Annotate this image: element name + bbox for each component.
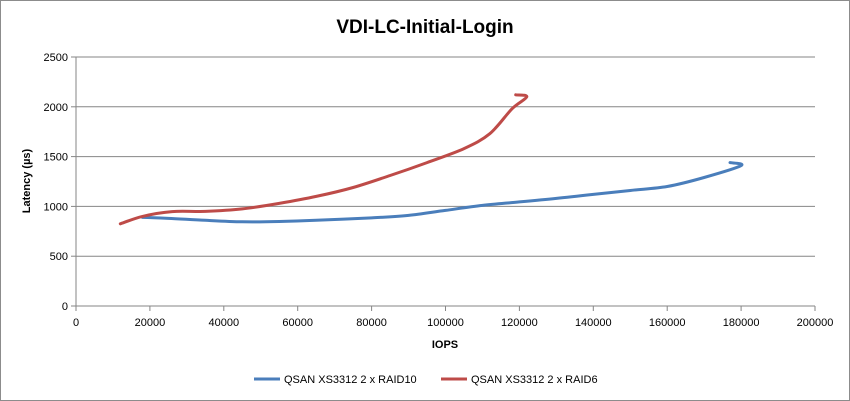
y-tick-label: 2000	[44, 102, 68, 114]
series-lines	[118, 93, 744, 226]
legend: QSAN XS3312 2 x RAID10 QSAN XS3312 2 x RA…	[254, 374, 598, 386]
y-axis-label: Latency (µs)	[21, 148, 33, 213]
legend-label-1: QSAN XS3312 2 x RAID10	[284, 374, 417, 386]
x-tick-label: 120000	[501, 317, 538, 329]
x-tick-label: 160000	[649, 317, 686, 329]
axes	[75, 57, 815, 307]
x-tick-label: 200000	[797, 317, 834, 329]
x-tick-label: 40000	[209, 317, 240, 329]
series-line-2	[118, 93, 529, 226]
x-tick-label: 60000	[282, 317, 313, 329]
series-line-1	[141, 161, 744, 224]
x-tick-label: 80000	[356, 317, 387, 329]
x-tick-label: 100000	[427, 317, 464, 329]
x-tick-label: 140000	[575, 317, 612, 329]
x-axis-label: IOPS	[432, 339, 458, 351]
y-tick-label: 1500	[44, 152, 68, 164]
legend-label-2: QSAN XS3312 2 x RAID6	[471, 374, 598, 386]
gridlines	[76, 56, 815, 257]
x-tick-label: 0	[73, 317, 79, 329]
y-axis-ticks: 0 500 1000 1500 2000 2500	[44, 52, 76, 313]
x-axis-ticks: 0 20000 40000 60000 80000 100000 120000 140000 1…	[73, 306, 833, 329]
x-tick-label: 180000	[723, 317, 760, 329]
y-tick-label: 2500	[44, 52, 68, 64]
y-tick-label: 0	[62, 301, 68, 313]
chart-title: VDI-LC-Initial-Login	[336, 17, 513, 38]
x-tick-label: 20000	[135, 317, 166, 329]
y-tick-label: 1000	[44, 201, 68, 213]
y-tick-label: 500	[50, 251, 68, 263]
